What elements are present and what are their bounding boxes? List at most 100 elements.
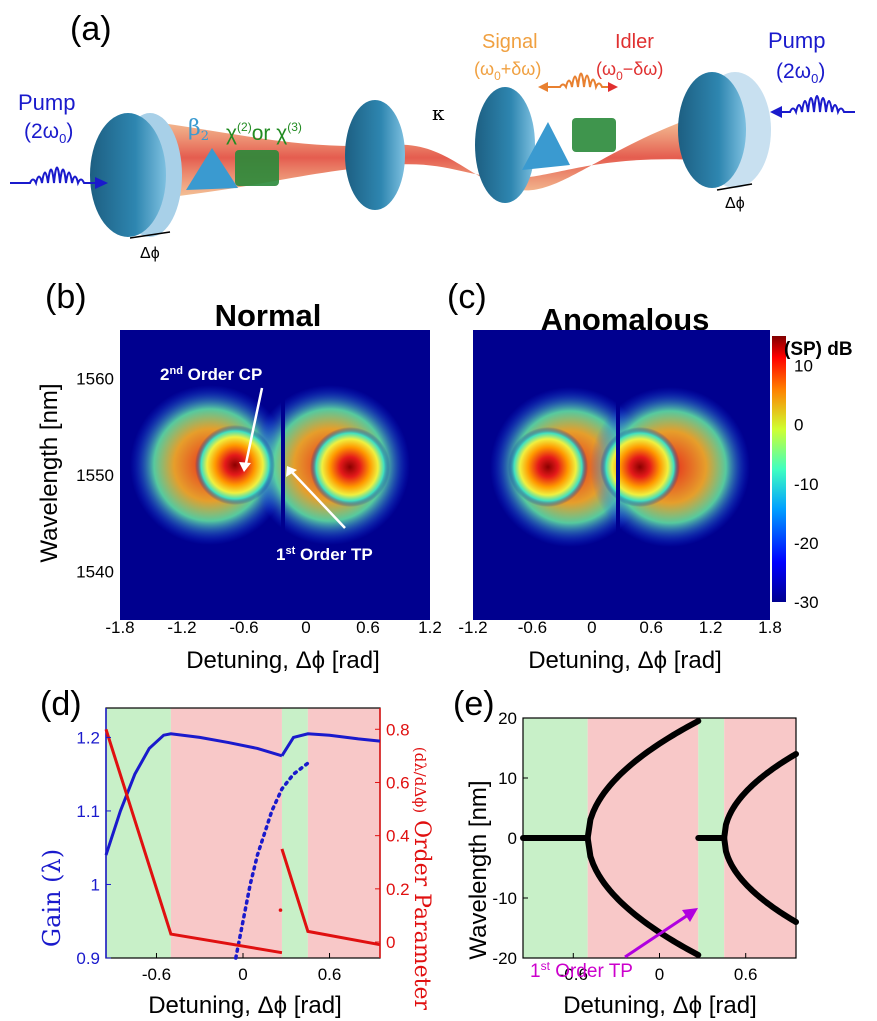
series-line bbox=[280, 732, 381, 757]
xtick: -0.6 bbox=[559, 965, 588, 984]
panel-e-ylabel: Wavelength [nm] bbox=[465, 780, 492, 959]
panel-b-title: Normal bbox=[215, 298, 322, 333]
chi-crystal-left bbox=[235, 150, 279, 186]
panel-e-arrow-head bbox=[682, 908, 698, 922]
kappa-label: κ bbox=[432, 101, 445, 125]
arrow-tp bbox=[289, 469, 346, 529]
colorbar-tick: -20 bbox=[794, 534, 819, 553]
ytick-left: 1.1 bbox=[76, 802, 100, 821]
panel-b-xtick: 0.6 bbox=[356, 618, 380, 637]
bifurcation-branch bbox=[584, 835, 702, 958]
ytick: 10 bbox=[498, 769, 517, 788]
pump-wave-right bbox=[775, 95, 855, 116]
phase-arrow-right bbox=[716, 183, 753, 191]
middle-mirror-2 bbox=[475, 87, 535, 203]
cavity-schematic: (a) bbox=[10, 10, 855, 262]
heatmap-c bbox=[473, 330, 770, 620]
chi-label: χ(2)or χ(3) bbox=[226, 120, 302, 145]
panel-c-xtick: 1.2 bbox=[699, 618, 723, 637]
panel-c-xlabel: Detuning, Δϕ [rad] bbox=[528, 647, 722, 674]
ytick: 0 bbox=[508, 829, 517, 848]
panel-c-xtick: 0 bbox=[587, 618, 596, 637]
idler-arrow bbox=[608, 82, 618, 92]
panel-d-letter: (d) bbox=[40, 685, 82, 723]
panel-d-ylabel-right: Order Parameter bbox=[409, 820, 434, 1010]
panel-e-arrow bbox=[624, 913, 689, 959]
xtick: 0.6 bbox=[734, 965, 758, 984]
panel-c-letter: (c) bbox=[447, 278, 487, 316]
ytick-left: 1.2 bbox=[76, 728, 100, 747]
prism-right bbox=[522, 122, 570, 170]
xtick: -0.6 bbox=[142, 965, 171, 984]
panel-b-xtick: 1.2 bbox=[418, 618, 442, 637]
panel-d-ylabel-right-formula: (dλ/dΔϕ) bbox=[411, 747, 429, 814]
arrow-tp-head bbox=[286, 466, 297, 477]
panel-bc: (b) (c) Normal Anomalous (SP) dB 2nd Ord… bbox=[0, 270, 877, 680]
colorbar-tick: -30 bbox=[794, 593, 819, 612]
annotation-1st-order-tp: 1st Order TP bbox=[276, 545, 373, 564]
signal-idler-wave bbox=[548, 72, 612, 91]
phase-left-label: Δϕ bbox=[140, 245, 160, 262]
pump-left-label: Pump bbox=[18, 90, 75, 115]
right-mirror bbox=[678, 72, 771, 188]
ytick-right: 0 bbox=[386, 933, 395, 952]
panel-a-letter: (a) bbox=[70, 10, 112, 48]
ytick-left: 0.9 bbox=[76, 949, 100, 968]
cavity-beam bbox=[140, 115, 700, 200]
colorbar-label: (SP) dB bbox=[784, 339, 853, 360]
panel-a: (a) bbox=[0, 0, 877, 270]
series-line bbox=[280, 848, 381, 947]
panel-c-xtick: -0.6 bbox=[518, 618, 547, 637]
prism-left bbox=[186, 148, 238, 190]
bifurcation-branch bbox=[721, 835, 799, 925]
ytick-right: 0.2 bbox=[386, 880, 410, 899]
ytick-right: 0.8 bbox=[386, 720, 410, 739]
lineplots-svg: (d) (e) 1.21.110.90.80.60.40.20-0.6 0 0.6 … bbox=[38, 685, 799, 1019]
pump-left-freq: (2ω0) bbox=[24, 120, 73, 146]
chi-crystal-right bbox=[572, 118, 616, 152]
panel-d-ylabel-left: Gain (λ) bbox=[38, 849, 66, 947]
idler-freq: (ω0−δω) bbox=[596, 59, 663, 83]
heatmap-ticks: -1.8 -1.2 -0.6 0 0.6 1.2 -1.2 -0.6 0 0.6 1.2 1.8 156… bbox=[76, 357, 818, 637]
colorbar-tick: 10 bbox=[794, 357, 813, 376]
bifurcation-branch bbox=[721, 751, 799, 841]
panel-e-letter: (e) bbox=[453, 685, 495, 723]
pump-arrow-right bbox=[770, 106, 782, 118]
panel-b-xtick: -1.8 bbox=[105, 618, 134, 637]
middle-mirror-1 bbox=[345, 100, 405, 210]
ytick-right: 0.6 bbox=[386, 773, 410, 792]
signal-freq: (ω0+δω) bbox=[474, 59, 541, 83]
signal-arrow bbox=[538, 82, 548, 92]
panel-c-xtick: 0.6 bbox=[639, 618, 663, 637]
ytick-left: 1 bbox=[91, 875, 100, 894]
panel-b-ylabel: Wavelength [nm] bbox=[36, 383, 63, 562]
signal-label: Signal bbox=[482, 31, 538, 53]
idler-label: Idler bbox=[615, 31, 654, 53]
heatmaps-svg: (b) (c) Normal Anomalous (SP) dB 2nd Ord… bbox=[36, 278, 853, 674]
panel-e-annotation-tp: 1st Order TP bbox=[530, 959, 633, 982]
panel-b-xtick: 0 bbox=[301, 618, 310, 637]
phase-right-label: Δϕ bbox=[725, 195, 745, 212]
panel-b-ytick: 1540 bbox=[76, 563, 114, 582]
ytick: -20 bbox=[492, 949, 517, 968]
arrow-cp-head bbox=[239, 462, 251, 472]
plot-e: 20 10 0 -10 -20 -0.6 0 0.6 bbox=[492, 709, 799, 984]
xtick: 0 bbox=[238, 965, 247, 984]
bifurcation-branch bbox=[584, 718, 702, 841]
region-band bbox=[724, 718, 796, 958]
series-line bbox=[104, 732, 283, 856]
pump-right-label: Pump bbox=[768, 28, 825, 53]
pump-wave-left bbox=[10, 166, 100, 187]
left-mirror bbox=[90, 113, 182, 237]
ytick: -10 bbox=[492, 889, 517, 908]
arrow-cp bbox=[243, 387, 264, 469]
panel-b-xlabel: Detuning, Δϕ [rad] bbox=[186, 647, 380, 674]
panel-b-xtick: -0.6 bbox=[229, 618, 258, 637]
panel-de: (d) (e) 1.2 1.1 1 0.9 0.8 0.6 0.4 0.2 0 -0.6 0 0.6 … bbox=[0, 680, 877, 1021]
panel-c-xtick: -1.2 bbox=[458, 618, 487, 637]
series-point bbox=[278, 908, 283, 912]
colorbar bbox=[772, 336, 786, 602]
phase-arrow-left bbox=[129, 231, 171, 239]
pump-right-freq: (2ω0) bbox=[776, 60, 825, 86]
xtick: 0.6 bbox=[318, 965, 342, 984]
